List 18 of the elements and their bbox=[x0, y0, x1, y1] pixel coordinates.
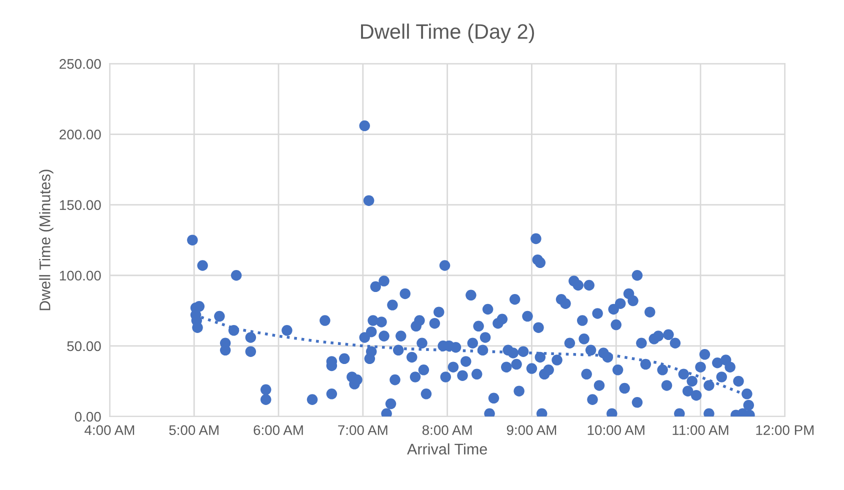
y-tick-label: 100.00 bbox=[60, 270, 101, 281]
y-tick-label: 150.00 bbox=[60, 200, 101, 210]
y-axis-title: Dwell Time (Minutes) bbox=[39, 170, 54, 310]
x-tick-label: 8:00 AM bbox=[422, 425, 472, 436]
x-tick-label: 6:00 AM bbox=[254, 425, 303, 436]
y-tick-label: 50.00 bbox=[67, 341, 101, 352]
x-tick-label: 10:00 AM bbox=[588, 425, 644, 436]
x-axis-title: Arrival Time bbox=[407, 443, 487, 455]
y-tick-label: 0.00 bbox=[74, 412, 101, 422]
x-tick-label: 7:00 AM bbox=[338, 425, 388, 436]
x-tick-label: 9:00 AM bbox=[506, 425, 556, 436]
x-tick-label: 12:00 PM bbox=[756, 425, 814, 436]
chart-title: Dwell Time (Day 2) bbox=[361, 24, 534, 44]
x-tick-label: 4:00 AM bbox=[84, 425, 134, 436]
x-tick-label: 11:00 AM bbox=[672, 425, 728, 436]
x-tick-label: 5:00 AM bbox=[169, 425, 218, 436]
y-tick-label: 200.00 bbox=[60, 130, 101, 140]
y-tick-label: 250.00 bbox=[60, 59, 101, 69]
